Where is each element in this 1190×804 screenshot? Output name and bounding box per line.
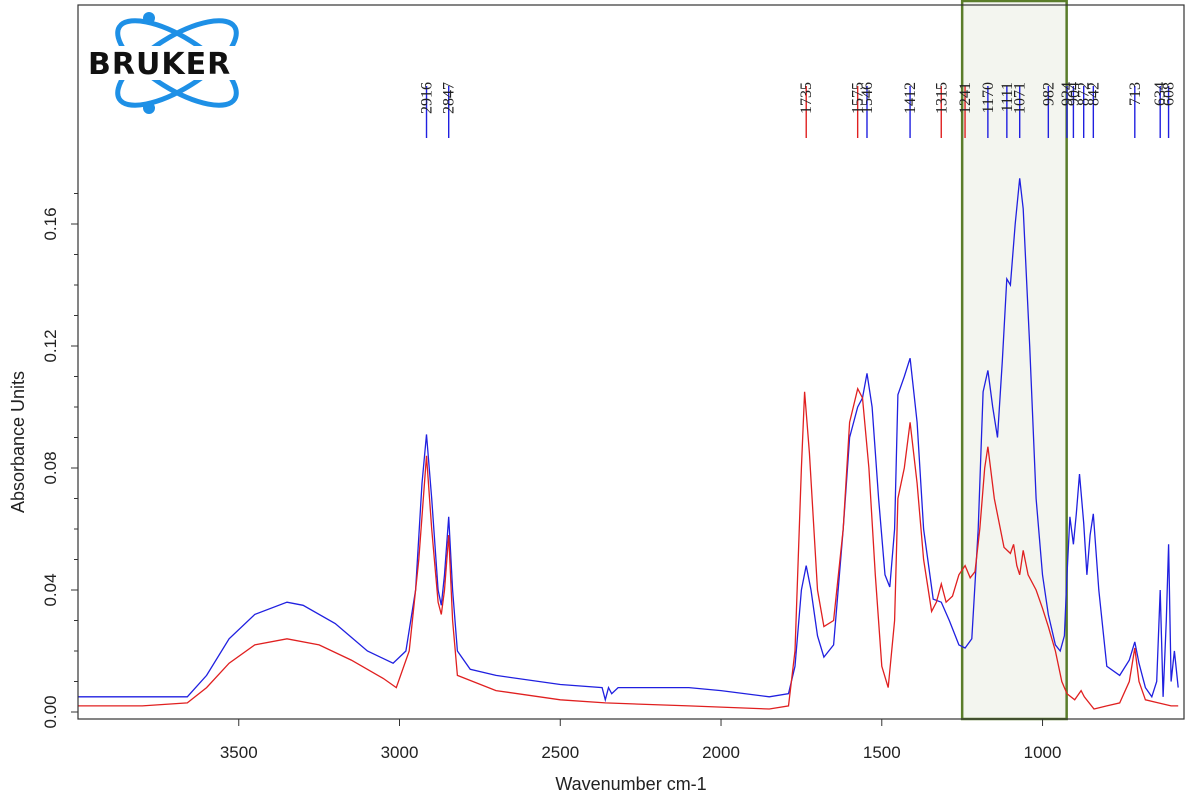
atom-electron-2 (143, 102, 155, 114)
series-line-1 (78, 178, 1179, 703)
highlight-region (960, 0, 1068, 721)
y-tick-label: 0.12 (41, 329, 60, 362)
highlight-region-layer (960, 0, 1068, 721)
atom-electron-1 (143, 12, 155, 24)
bruker-logo: BRUKER (86, 12, 270, 114)
peak-label-2847: 2847 (441, 82, 458, 114)
peak-label-904: 904 (1065, 82, 1082, 106)
x-axis-title: Wavenumber cm-1 (555, 774, 706, 794)
peak-label-1170: 1170 (980, 82, 997, 113)
peak-label-872: 872 (1076, 82, 1093, 106)
peak-label-1575: 1575 (850, 82, 867, 114)
peak-label-713: 713 (1127, 82, 1144, 106)
peak-label-608: 608 (1161, 82, 1178, 106)
atom-orbit-1 (115, 18, 239, 108)
x-tick-label: 2000 (702, 743, 740, 762)
y-tick-label: 0.16 (41, 207, 60, 240)
peak-label-1735: 1735 (798, 82, 815, 114)
logo-text-backdrop (86, 46, 270, 80)
peak-label-1315: 1315 (933, 82, 950, 114)
peak-label-924: 924 (1059, 82, 1076, 106)
series-line-2 (78, 386, 1179, 710)
axis-layer: 3500 3000 2500 2000 1500 1000 0.00 0.04 0.08 0.12… (41, 193, 1062, 762)
x-tick-label: 1000 (1024, 743, 1062, 762)
logo-text: BRUKER (88, 47, 231, 82)
x-tick-label: 1500 (863, 743, 901, 762)
series-layer (78, 178, 1179, 710)
peak-label-1111: 1111 (999, 82, 1016, 112)
x-tick-label: 2500 (541, 743, 579, 762)
peak-label-1241: 1241 (957, 82, 974, 114)
peak-label-1546: 1546 (859, 82, 876, 114)
x-tick-label: 3000 (381, 743, 419, 762)
peak-label-842: 842 (1085, 82, 1102, 106)
atom-orbit-2 (115, 18, 239, 108)
y-tick-label: 0.08 (41, 451, 60, 484)
x-tick-label: 3500 (220, 743, 258, 762)
peak-label-2916: 2916 (419, 82, 436, 114)
plot-frame (77, 4, 1185, 720)
peak-label-1412: 1412 (902, 82, 919, 114)
peak-label-982: 982 (1040, 82, 1057, 106)
peak-label-634: 634 (1152, 82, 1169, 106)
peak-label-1071: 1071 (1012, 82, 1029, 114)
atom-icon (115, 12, 239, 114)
y-tick-label: 0.04 (41, 573, 60, 606)
y-tick-label: 0.00 (41, 695, 60, 728)
y-axis-title: Absorbance Units (8, 371, 28, 513)
